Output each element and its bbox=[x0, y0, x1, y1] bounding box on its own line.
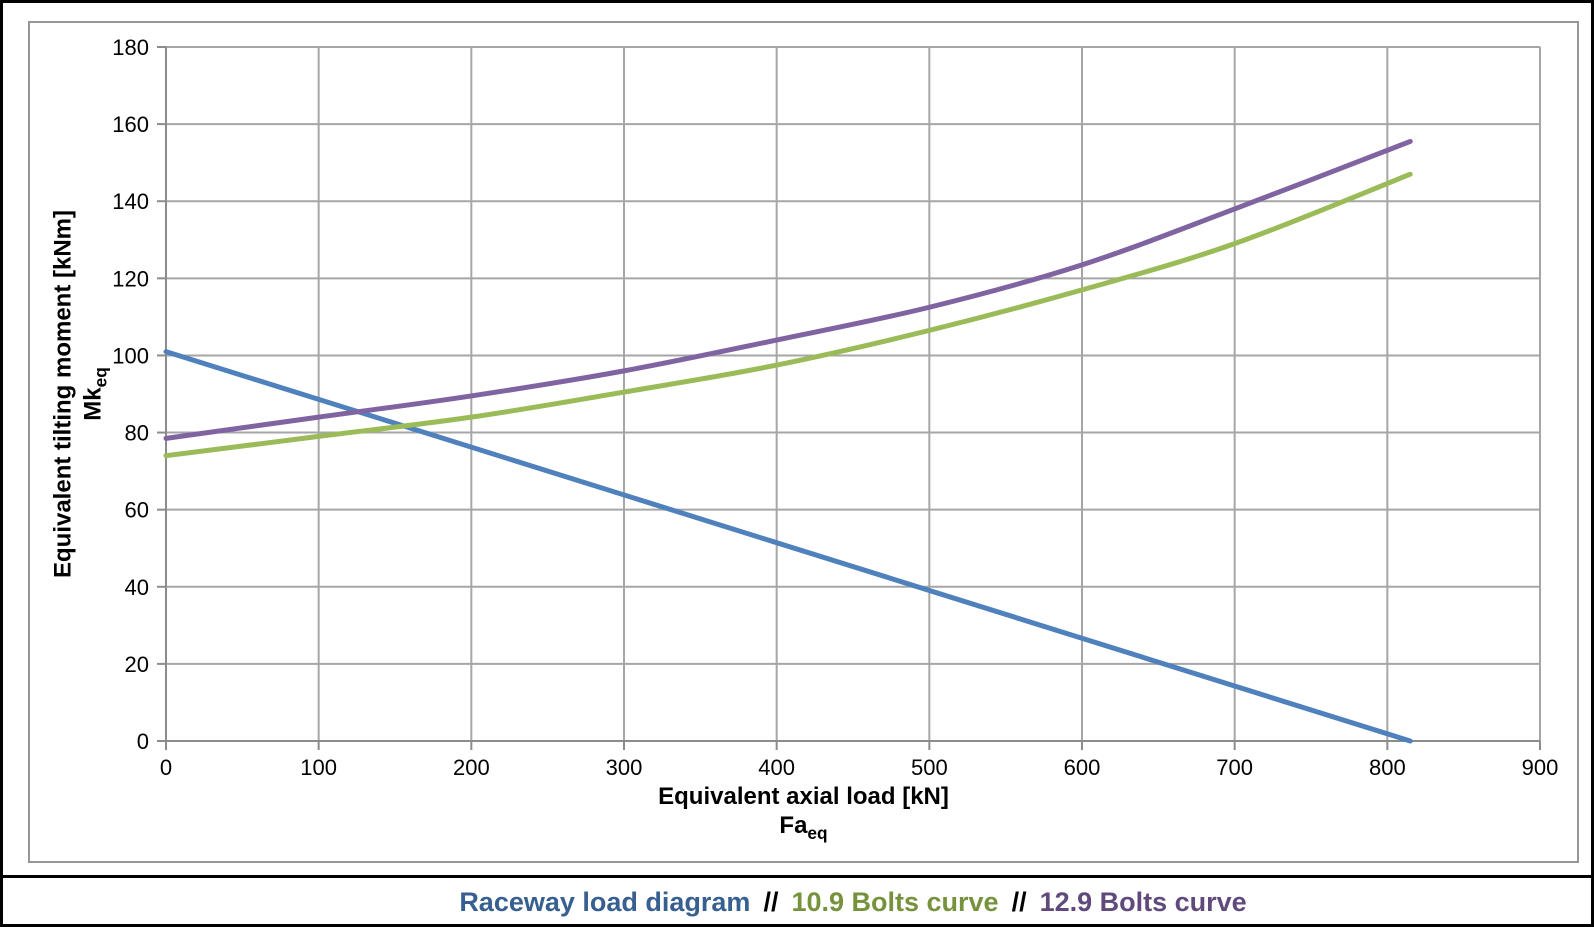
legend-item-10-9-bolts-curve: 10.9 Bolts curve bbox=[791, 887, 999, 917]
y-tick-label-160: 160 bbox=[112, 112, 149, 137]
legend-separator: // bbox=[1011, 887, 1027, 917]
x-axis-title-line1: Equivalent axial load [kN] bbox=[658, 783, 949, 810]
x-tick-label-900: 900 bbox=[1522, 755, 1559, 780]
y-tick-label-120: 120 bbox=[112, 266, 149, 291]
chart-legend: Raceway load diagram // 10.9 Bolts curve //… bbox=[166, 878, 1540, 924]
x-tick-label-600: 600 bbox=[1064, 755, 1101, 780]
x-axis-title: Equivalent axial load [kN] Faeq bbox=[28, 782, 1579, 848]
x-tick-label-700: 700 bbox=[1216, 755, 1253, 780]
x-tick-label-0: 0 bbox=[160, 755, 172, 780]
x-axis-symbol: Fa bbox=[779, 812, 808, 839]
y-tick-label-100: 100 bbox=[112, 343, 149, 368]
y-tick-label-140: 140 bbox=[112, 189, 149, 214]
y-tick-label-0: 0 bbox=[137, 729, 149, 754]
plot-area: 0 100 200 300 400 500 600 700 800 900 0 20 40 60 80 100… bbox=[112, 35, 1559, 780]
y-axis-title-line2: Mkeq bbox=[79, 210, 116, 578]
x-tick-label-500: 500 bbox=[911, 755, 948, 780]
y-tick-label-80: 80 bbox=[125, 421, 149, 446]
legend-item-raceway-load-diagram: Raceway load diagram bbox=[459, 887, 751, 917]
x-tick-label-200: 200 bbox=[453, 755, 490, 780]
y-tick-label-180: 180 bbox=[112, 35, 149, 60]
series-line-10-9-bolts-curve bbox=[163, 171, 1413, 459]
y-tick-label-20: 20 bbox=[125, 652, 149, 677]
legend-separator: // bbox=[763, 887, 779, 917]
x-tick-label-800: 800 bbox=[1369, 755, 1406, 780]
x-tick-label-300: 300 bbox=[606, 755, 643, 780]
legend-separator-line bbox=[3, 875, 1591, 878]
y-axis-title-line1: Equivalent tilting moment [kNm] bbox=[49, 209, 77, 579]
x-tick-label-400: 400 bbox=[758, 755, 795, 780]
x-axis-symbol-sub: eq bbox=[807, 822, 828, 843]
y-axis-title: Equivalent tilting moment [kNm] Mkeq bbox=[49, 210, 116, 578]
x-axis-title-line2: Faeq bbox=[28, 811, 1579, 848]
y-axis-symbol: Mk bbox=[79, 387, 107, 421]
legend-item-12-9-bolts-curve: 12.9 Bolts curve bbox=[1039, 887, 1247, 917]
y-tick-label-40: 40 bbox=[125, 575, 149, 600]
series-line-12-9-bolts-curve bbox=[163, 138, 1413, 441]
y-tick-label-60: 60 bbox=[125, 498, 149, 523]
y-axis-symbol-sub: eq bbox=[90, 367, 111, 388]
x-tick-label-100: 100 bbox=[300, 755, 337, 780]
series-line-raceway-load-diagram bbox=[163, 349, 1413, 744]
